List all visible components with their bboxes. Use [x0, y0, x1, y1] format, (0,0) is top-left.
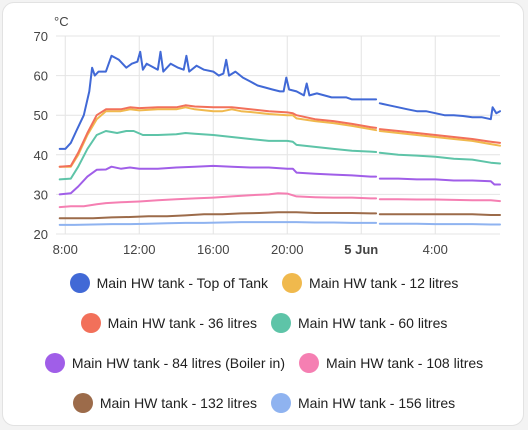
series-line[interactable] — [58, 104, 378, 168]
legend-color-dot — [72, 393, 93, 413]
series-line[interactable] — [378, 130, 501, 147]
legend-item-top-of-tank[interactable]: Main HW tank - Top of Tank — [69, 273, 269, 293]
legend-item-132-litres[interactable]: Main HW tank - 132 litres — [72, 393, 257, 413]
legend-color-dot — [69, 273, 90, 293]
legend-label: Main HW tank - 108 litres — [326, 355, 484, 371]
series-line[interactable] — [58, 50, 378, 150]
legend-color-dot — [299, 353, 319, 373]
series-line[interactable] — [58, 211, 378, 220]
x-tick-label: 20:00 — [271, 242, 304, 257]
x-tick-label: 5 Jun — [344, 242, 378, 257]
series-line[interactable] — [378, 177, 501, 186]
temperature-chart[interactable]: 20 30 40 50 60 70 8:00 12:00 16:00 20:00 5 Jun 4:00… — [3, 3, 525, 273]
y-unit-label: °C — [54, 14, 69, 29]
series-line[interactable] — [378, 128, 501, 144]
legend-item-12-litres[interactable]: Main HW tank - 12 litres — [282, 273, 458, 293]
x-tick-label: 16:00 — [197, 242, 230, 257]
legend-color-dot — [271, 393, 291, 413]
legend-label: Main HW tank - 132 litres — [99, 395, 257, 411]
x-tick-label: 8:00 — [53, 242, 78, 257]
legend-label: Main HW tank - Top of Tank — [96, 275, 269, 291]
legend-label: Main HW tank - 36 litres — [107, 315, 257, 331]
series-line[interactable] — [378, 151, 501, 165]
legend-color-dot — [271, 313, 291, 333]
series-line[interactable] — [58, 130, 378, 181]
legend-item-84-litres[interactable]: Main HW tank - 84 litres (Boiler in) — [44, 353, 285, 373]
legend-color-dot — [282, 273, 303, 293]
y-tick-label: 70 — [34, 29, 48, 44]
series-line[interactable] — [378, 102, 501, 121]
history-card: 20 30 40 50 60 70 8:00 12:00 16:00 20:00 5 Jun 4:00… — [2, 2, 524, 426]
legend-label: Main HW tank - 156 litres — [298, 395, 456, 411]
series-line[interactable] — [58, 221, 378, 226]
y-tick-label: 20 — [34, 227, 48, 242]
series-line[interactable] — [58, 106, 378, 168]
series-line[interactable] — [378, 198, 501, 203]
series-line[interactable] — [58, 164, 378, 196]
legend-row: Main HW tank - 132 litres Main HW tank -… — [3, 393, 525, 413]
series-line[interactable] — [378, 222, 501, 226]
legend-row: Main HW tank - 36 litres Main HW tank - … — [3, 313, 525, 333]
legend-row: Main HW tank - Top of Tank Main HW tank … — [3, 273, 525, 293]
series-line[interactable] — [58, 192, 378, 209]
y-tick-label: 60 — [34, 69, 48, 84]
legend-label: Main HW tank - 84 litres (Boiler in) — [71, 355, 285, 371]
legend-row: Main HW tank - 84 litres (Boiler in) Mai… — [3, 353, 525, 373]
x-tick-label: 12:00 — [123, 242, 156, 257]
legend-label: Main HW tank - 60 litres — [298, 315, 448, 331]
series-line[interactable] — [378, 213, 501, 216]
legend-label: Main HW tank - 12 litres — [309, 275, 459, 291]
legend-item-36-litres[interactable]: Main HW tank - 36 litres — [80, 313, 257, 333]
x-tick-label: 4:00 — [423, 242, 448, 257]
legend-item-156-litres[interactable]: Main HW tank - 156 litres — [271, 393, 455, 413]
y-tick-label: 50 — [34, 108, 48, 123]
legend-item-108-litres[interactable]: Main HW tank - 108 litres — [299, 353, 483, 373]
y-tick-label: 30 — [34, 187, 48, 202]
legend-item-60-litres[interactable]: Main HW tank - 60 litres — [271, 313, 447, 333]
legend-color-dot — [80, 313, 101, 333]
legend-color-dot — [44, 353, 65, 373]
y-tick-label: 40 — [34, 148, 48, 163]
